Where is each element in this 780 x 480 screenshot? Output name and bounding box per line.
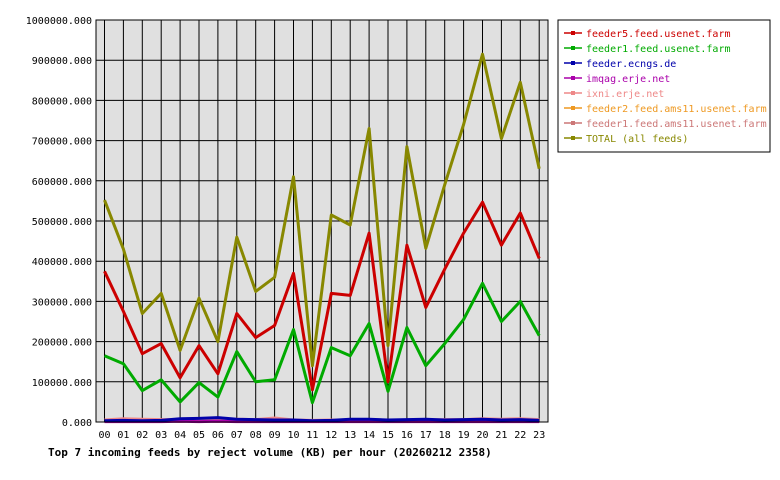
legend-marker [571, 136, 575, 140]
y-tick-label: 400000.000 [32, 257, 92, 268]
x-tick-label: 19 [458, 430, 470, 441]
legend-marker [571, 61, 575, 65]
y-tick-label: 1000000.000 [26, 16, 92, 27]
y-axis-ticks: 0.000 100000.000 200000.000 300000.000 40000… [26, 16, 92, 429]
x-tick-label: 00 [98, 430, 110, 441]
x-tick-label: 18 [439, 430, 451, 441]
y-tick-label: 0.000 [62, 418, 92, 429]
x-tick-label: 15 [382, 430, 394, 441]
legend-marker [571, 31, 575, 35]
series-line-2 [104, 416, 540, 423]
chart-title: Top 7 incoming feeds by reject volume (K… [48, 446, 492, 459]
x-tick-label: 01 [117, 430, 129, 441]
y-tick-label: 800000.000 [32, 96, 92, 107]
x-tick-label: 02 [136, 430, 148, 441]
y-tick-label: 600000.000 [32, 177, 92, 188]
legend-box [557, 19, 771, 153]
plot-border [95, 19, 549, 423]
x-tick-label: 05 [193, 430, 205, 441]
x-tick-label: 22 [514, 430, 526, 441]
x-tick-label: 07 [231, 430, 243, 441]
legend-label: feeder5.feed.usenet.farm [586, 29, 731, 40]
y-tick-label: 500000.000 [32, 217, 92, 228]
series-line-1 [103, 281, 541, 405]
y-tick-label: 100000.000 [32, 378, 92, 389]
x-tick-label: 11 [306, 430, 318, 441]
legend-marker [571, 46, 575, 50]
x-tick-label: 08 [250, 430, 262, 441]
x-tick-label: 21 [495, 430, 507, 441]
x-tick-label: 13 [344, 430, 356, 441]
x-tick-label: 03 [155, 430, 167, 441]
y-tick-label: 900000.000 [32, 56, 92, 67]
x-tick-label: 12 [325, 430, 337, 441]
x-tick-label: 20 [476, 430, 488, 441]
x-tick-label: 10 [287, 430, 299, 441]
legend-marker [571, 76, 575, 80]
x-tick-label: 17 [420, 430, 432, 441]
series-lines [103, 52, 541, 424]
legend-label: ixni.erje.net [586, 89, 664, 100]
x-tick-label: 06 [212, 430, 224, 441]
x-tick-label: 23 [533, 430, 545, 441]
legend-label: feeder1.feed.usenet.farm [586, 44, 731, 55]
legend-label: TOTAL (all feeds) [586, 134, 688, 145]
legend-marker [571, 91, 575, 95]
series-line-7 [103, 52, 541, 368]
series-line-0 [103, 200, 541, 392]
x-tick-label: 16 [401, 430, 413, 441]
y-tick-label: 700000.000 [32, 137, 92, 148]
legend-label: feeder.ecngs.de [586, 59, 676, 70]
legend-label: feeder2.feed.ams11.usenet.farm [586, 104, 767, 115]
y-tick-label: 300000.000 [32, 297, 92, 308]
legend-marker [571, 121, 575, 125]
legend-marker [571, 106, 575, 110]
x-axis-ticks: 00 01 02 03 04 05 06 07 08 09 10 11 12 13 14 15 16 17 18 19… [98, 430, 545, 441]
x-tick-label: 09 [269, 430, 281, 441]
legend-label: feeder1.feed.ams11.usenet.farm [586, 119, 767, 130]
x-tick-label: 14 [363, 430, 375, 441]
x-tick-label: 04 [174, 430, 186, 441]
y-tick-label: 200000.000 [32, 338, 92, 349]
legend: feeder5.feed.usenet.farm feeder1.feed.use… [557, 19, 771, 153]
legend-label: imqag.erje.net [586, 74, 670, 85]
